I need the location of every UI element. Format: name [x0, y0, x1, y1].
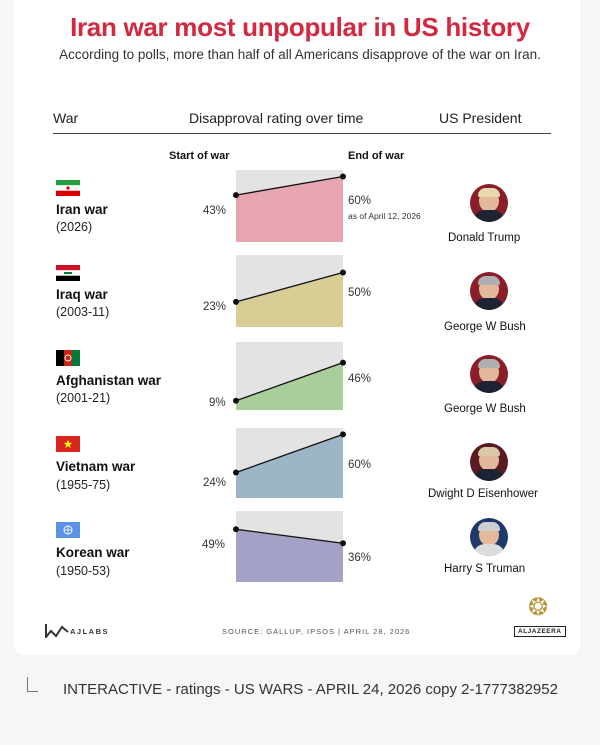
president-photo-icon	[470, 355, 508, 393]
chart-subtitle: According to polls, more than half of al…	[59, 47, 541, 62]
column-header-rating: Disapproval rating over time	[189, 110, 364, 126]
source-note: SOURCE: GALLUP, IPSOS | APRIL 28, 2026	[222, 627, 411, 636]
war-name: Vietnam war	[56, 459, 136, 474]
war-years: (2001-21)	[56, 391, 111, 405]
end-of-war-label: End of war	[348, 150, 405, 162]
end-value-label: 46%	[348, 373, 372, 385]
start-point	[233, 192, 239, 199]
war-years: (2003-11)	[56, 305, 110, 319]
president-photo-icon	[470, 184, 508, 222]
president-name: Donald Trump	[448, 232, 521, 244]
iraq-flag-icon	[56, 265, 80, 281]
war-name: Korean war	[56, 545, 130, 560]
president-name: George W Bush	[444, 321, 526, 333]
war-name: Iraq war	[56, 287, 108, 302]
start-point	[233, 298, 239, 305]
area-fill	[236, 362, 343, 410]
un-flag-icon	[56, 522, 80, 538]
start-point	[233, 469, 239, 476]
as-of-note: as of April 12, 2026	[348, 211, 421, 221]
chart-title: Iran war most unpopular in US history	[70, 12, 530, 42]
start-value-label: 9%	[209, 397, 226, 409]
area-fill	[236, 529, 343, 582]
end-value-label: 36%	[348, 552, 372, 564]
area-fill	[236, 176, 343, 242]
start-value-label: 43%	[203, 205, 227, 217]
war-years: (1950-53)	[56, 564, 111, 578]
area-fill	[236, 434, 343, 498]
column-header-president: US President	[439, 110, 522, 126]
trend-line	[235, 175, 344, 196]
start-point	[233, 526, 239, 533]
president-photo-icon	[470, 518, 508, 556]
war-years: (2026)	[56, 220, 93, 234]
end-point	[340, 540, 346, 547]
aljazeera-logo-text: ALJAZEERA	[514, 626, 566, 637]
war-name: Afghanistan war	[56, 373, 162, 388]
trend-line	[235, 528, 344, 544]
president-name: Harry S Truman	[444, 563, 526, 575]
trend-line	[235, 361, 344, 402]
end-value-label: 60%	[348, 195, 372, 207]
president-photo-icon	[470, 272, 508, 310]
start-value-label: 24%	[203, 477, 227, 489]
area-fill	[236, 272, 343, 327]
president-photo-icon	[470, 443, 508, 481]
end-value-label: 50%	[348, 287, 372, 299]
start-value-label: 23%	[203, 301, 227, 313]
start-of-war-label: Start of war	[169, 150, 230, 162]
image-caption: INTERACTIVE - ratings - US WARS - APRIL …	[63, 681, 558, 698]
end-point	[340, 359, 346, 366]
ajlabs-logo-text: AJLABS	[70, 627, 110, 636]
afghanistan-flag-icon	[56, 350, 80, 366]
iran-flag-icon	[56, 180, 80, 196]
president-name: George W Bush	[444, 403, 526, 415]
start-point	[233, 397, 239, 404]
war-years: (1955-75)	[56, 478, 111, 492]
column-header-war: War	[53, 110, 79, 126]
header-divider	[53, 133, 551, 134]
end-point	[340, 173, 346, 180]
file-corner-icon	[27, 677, 38, 692]
vietnam-flag-icon	[56, 436, 80, 452]
start-value-label: 49%	[202, 539, 226, 551]
aljazeera-logo-icon: ❂ ALJAZEERA	[514, 596, 566, 638]
war-name: Iran war	[56, 202, 108, 217]
end-point	[340, 431, 346, 438]
trend-line	[235, 271, 344, 303]
end-value-label: 60%	[348, 459, 372, 471]
trend-line	[235, 433, 344, 474]
end-point	[340, 269, 346, 276]
president-name: Dwight D Eisenhower	[428, 488, 538, 500]
